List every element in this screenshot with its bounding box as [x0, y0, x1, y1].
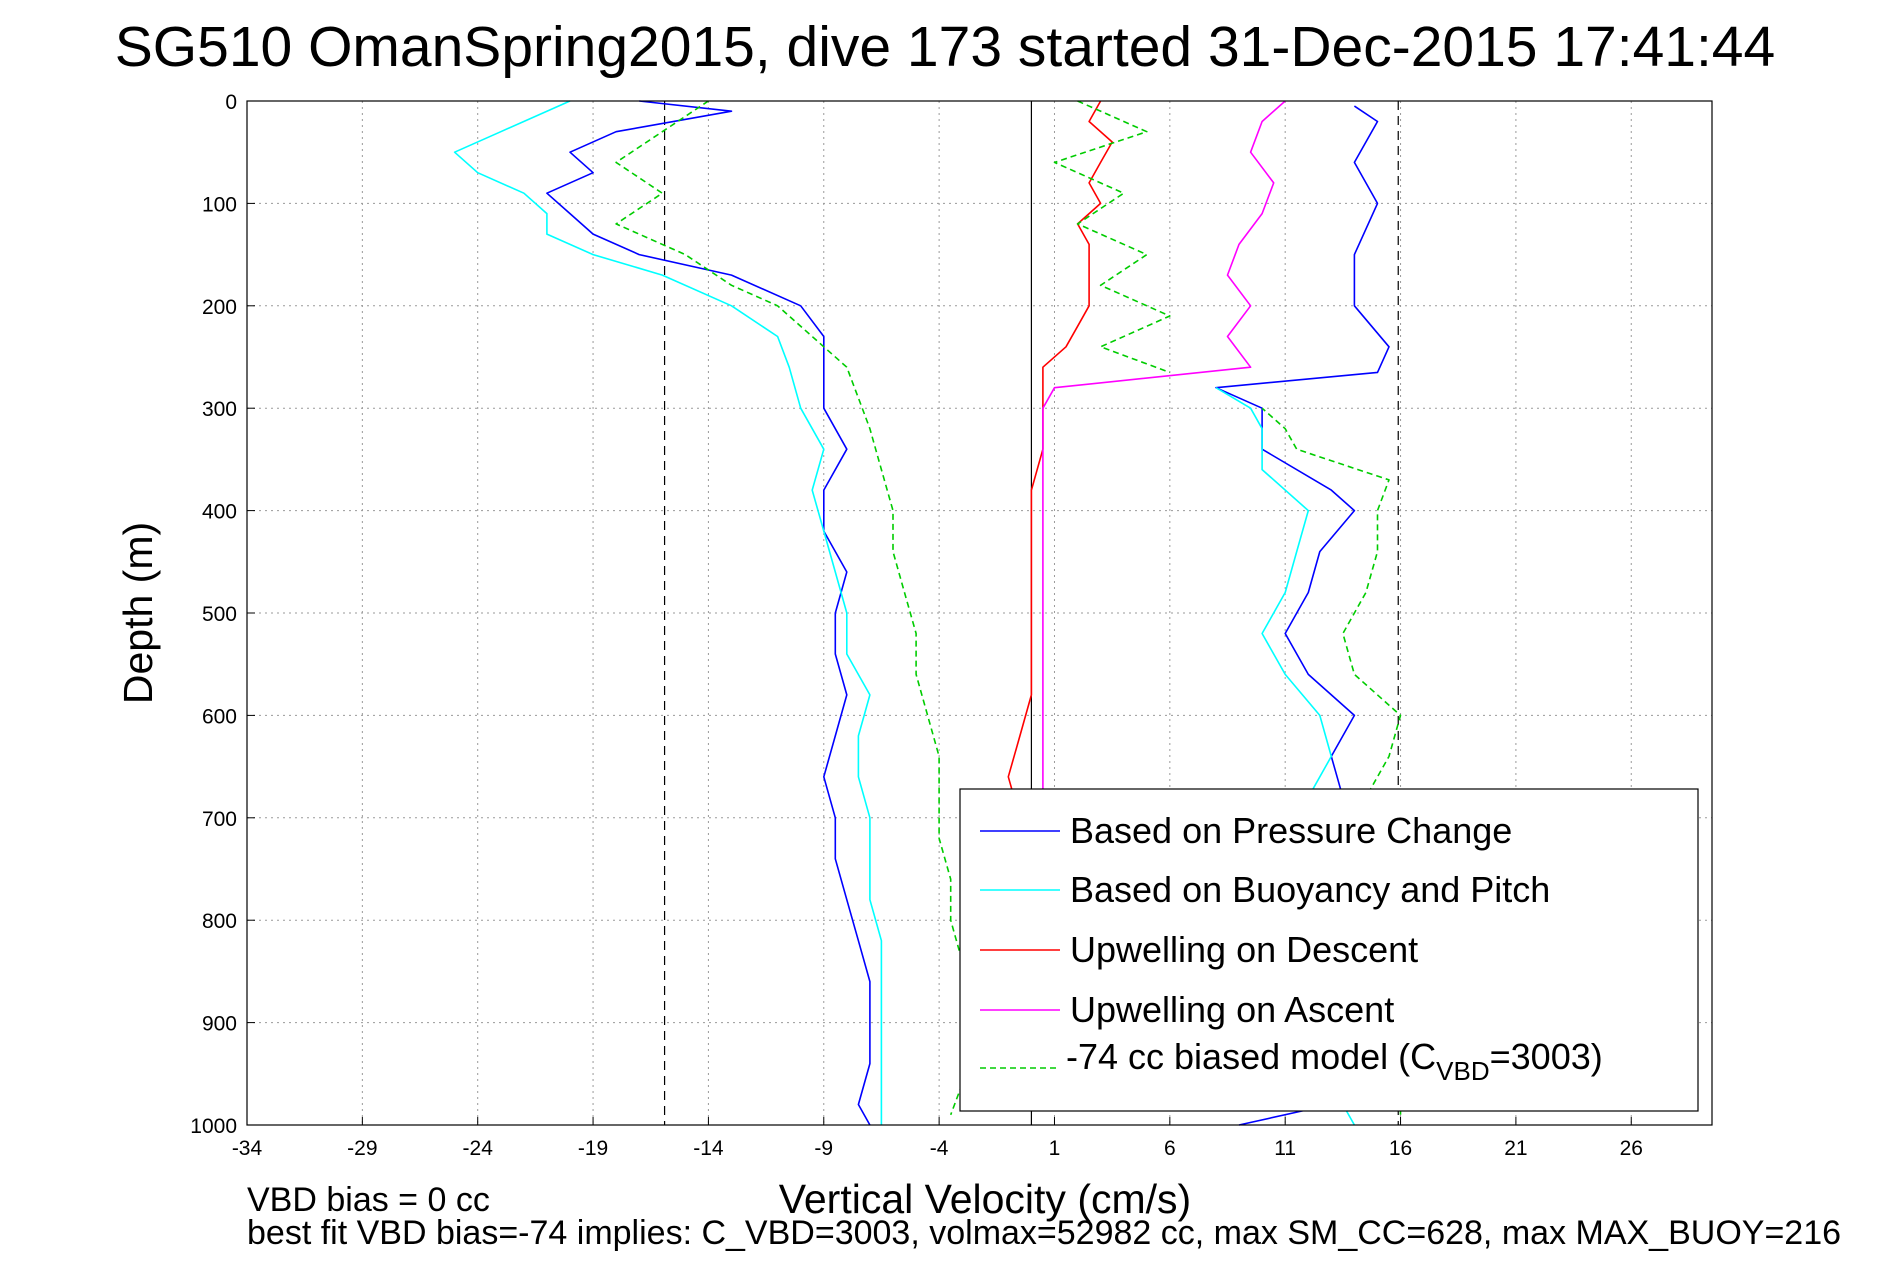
y-tick-label: 100: [202, 193, 237, 216]
y-tick-labels: 0 100 200 300 400 500 600 700 800 900 1000: [190, 91, 255, 1138]
x-tick-label: -4: [930, 1137, 949, 1160]
x-tick-label: 16: [1389, 1137, 1412, 1160]
series-line-5-segment-1: [615, 100, 964, 1116]
legend-box: [959, 788, 1699, 1112]
y-tick-label: 0: [225, 91, 237, 114]
x-tick-label: 6: [1164, 1137, 1176, 1160]
footer-vbd-bias: VBD bias = 0 cc: [247, 1181, 490, 1219]
x-tick-label: 1: [1049, 1137, 1061, 1160]
legend-label: Based on Pressure Change: [1070, 810, 1512, 851]
footer-best-fit: best fit VBD bias=-74 implies: C_VBD=300…: [247, 1214, 1842, 1252]
x-tick-label: 26: [1620, 1137, 1643, 1160]
x-tick-label: -14: [693, 1137, 724, 1160]
series-line-3-segment-1: [1007, 100, 1113, 819]
y-tick-label: 500: [202, 603, 237, 626]
x-tick-label: -9: [814, 1137, 833, 1160]
legend: Based on Pressure Change Based on Buoyanc…: [959, 788, 1699, 1112]
x-tick-labels: -34 -29 -24 -19 -14 -9 -4 1 6 11 16 21 26: [232, 1117, 1643, 1160]
series-line-1-segment-1: [546, 100, 871, 1126]
y-tick-label: 700: [202, 808, 237, 831]
legend-label: Based on Buoyancy and Pitch: [1070, 869, 1550, 910]
y-tick-label: 300: [202, 398, 237, 421]
y-tick-label: 1000: [190, 1115, 237, 1138]
x-tick-label: -29: [347, 1137, 377, 1160]
series-line-2-segment-1: [453, 100, 883, 1125]
x-tick-label: 11: [1274, 1137, 1296, 1160]
y-tick-label: 200: [202, 296, 237, 319]
legend-label: Upwelling on Ascent: [1070, 989, 1394, 1030]
x-tick-label: -19: [578, 1137, 608, 1160]
y-tick-label: 600: [202, 705, 237, 728]
x-axis-label: Vertical Velocity (cm/s): [779, 1176, 1191, 1222]
chart-title: SG510 OmanSpring2015, dive 173 started 3…: [115, 15, 1775, 79]
y-tick-label: 400: [202, 501, 237, 524]
y-axis-label: Depth (m): [115, 522, 161, 704]
series-line-4-segment-1: [1042, 100, 1286, 818]
x-tick-label: 21: [1504, 1137, 1527, 1160]
x-tick-label: -34: [232, 1137, 263, 1160]
y-tick-label: 800: [202, 910, 237, 933]
y-tick-label: 900: [202, 1013, 237, 1036]
legend-label: Upwelling on Descent: [1070, 929, 1418, 970]
series-line-5-segment-2: [1053, 100, 1171, 374]
x-tick-label: -24: [463, 1137, 494, 1160]
legend-label: -74 cc biased model (CVBD=3003): [1066, 1036, 1603, 1086]
